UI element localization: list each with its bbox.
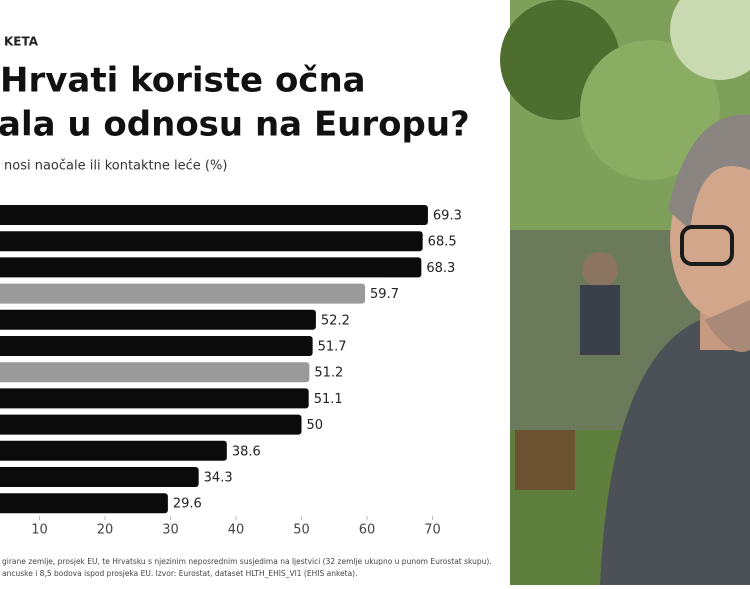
value-label: 50 [307, 418, 324, 433]
x-tick-label: 50 [293, 523, 310, 538]
kicker: KETA [4, 35, 39, 49]
value-label: 52.2 [321, 313, 350, 328]
value-label: 29.6 [173, 497, 202, 512]
bar [0, 440, 227, 461]
bar [0, 283, 366, 304]
bar [0, 336, 313, 356]
subtitle: nosi naočale ili kontaktne leće (%) [4, 159, 227, 174]
value-label: 68.5 [428, 235, 457, 250]
value-label: 59.7 [370, 287, 399, 302]
x-tick-label: 20 [97, 523, 114, 538]
x-tick-label: 60 [359, 523, 376, 538]
value-label: 69.3 [433, 209, 462, 224]
x-tick-label: 10 [31, 523, 48, 538]
x-tick-label: 30 [162, 523, 179, 538]
value-label: 51.1 [314, 392, 343, 407]
title-line: ala u odnosu na Europu? [0, 105, 470, 145]
value-label: 68.3 [426, 261, 455, 276]
bar [0, 467, 199, 487]
value-label: 51.7 [318, 340, 347, 355]
photo [500, 0, 750, 585]
bar [0, 257, 422, 278]
bar [0, 414, 302, 435]
x-tick-label: 40 [228, 523, 245, 538]
bar [0, 309, 316, 330]
bar [0, 205, 428, 225]
value-label: 51.2 [314, 366, 343, 381]
value-label: 34.3 [204, 471, 233, 486]
bar [0, 362, 310, 383]
bar [0, 231, 423, 252]
bar [0, 493, 168, 514]
bar [0, 388, 309, 409]
footnote: ancuske i 8,5 bodova ispod prosjeka EU. … [2, 569, 358, 578]
value-label: 38.6 [232, 444, 261, 459]
x-tick-label: 70 [424, 523, 441, 538]
title-line: Hrvati koriste očna [0, 61, 366, 101]
footnote: girane zemlje, prosjek EU, te Hrvatsku s… [2, 557, 492, 566]
